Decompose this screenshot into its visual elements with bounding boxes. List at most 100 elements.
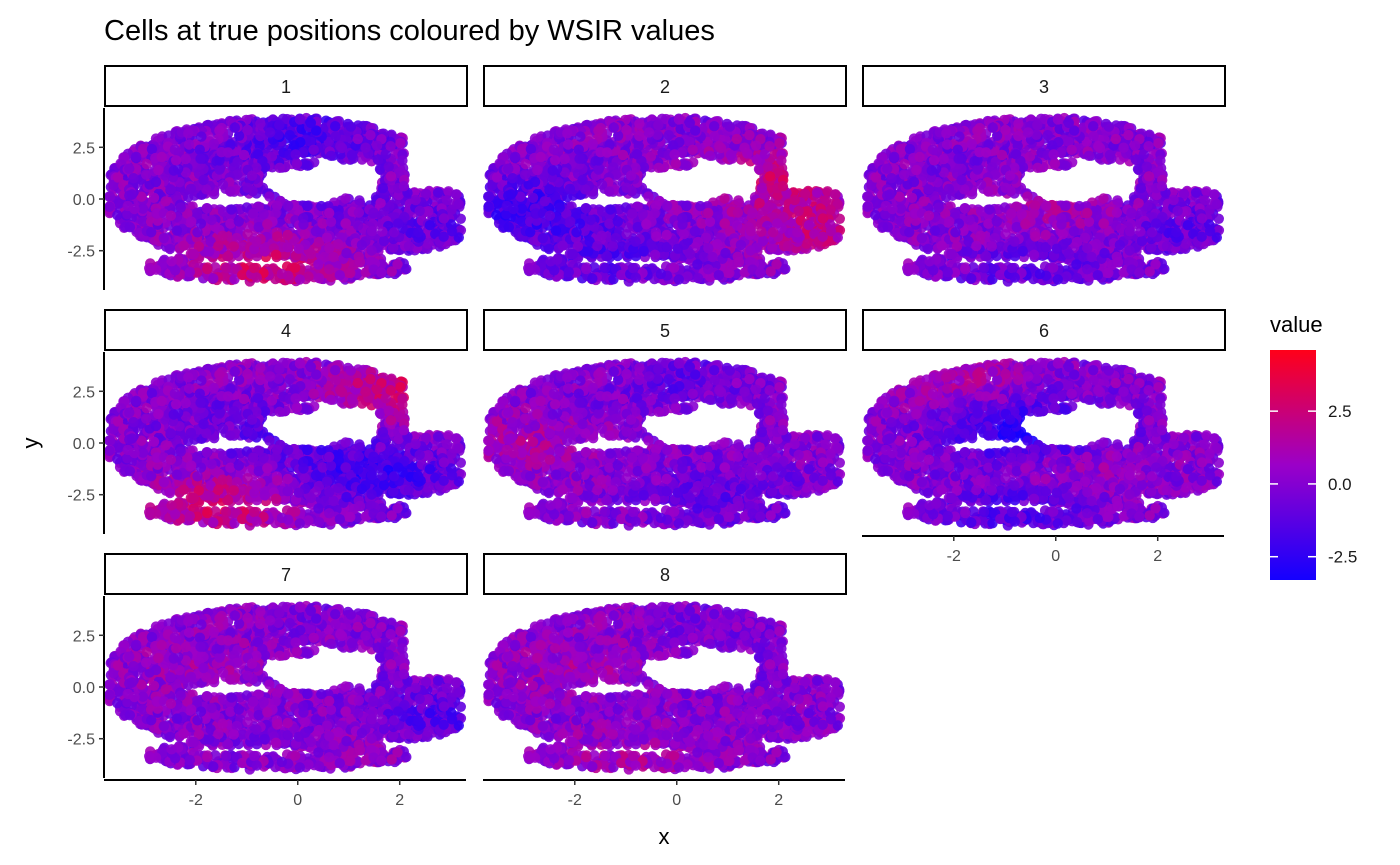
data-point [294, 114, 306, 125]
data-point [580, 203, 591, 214]
data-point [150, 176, 162, 188]
data-point [195, 153, 206, 164]
data-point [733, 195, 744, 206]
data-point [225, 186, 236, 197]
data-point [681, 200, 692, 212]
data-point [242, 229, 253, 240]
data-point [354, 256, 366, 268]
data-point [140, 169, 152, 180]
data-point [587, 273, 598, 284]
data-point [169, 144, 180, 155]
data-point [213, 240, 224, 252]
data-point [424, 220, 436, 231]
data-point [820, 195, 832, 206]
y-tick-label: 0.0 [73, 192, 95, 209]
data-point [282, 229, 293, 241]
data-point [153, 164, 164, 176]
data-point [544, 184, 555, 195]
data-point [397, 155, 408, 166]
data-point [302, 160, 313, 171]
data-point [438, 213, 450, 224]
data-point [183, 139, 195, 150]
facet-points [104, 112, 467, 287]
data-point [413, 227, 424, 238]
data-point [290, 262, 301, 273]
data-point [274, 119, 285, 131]
data-point [112, 210, 123, 221]
data-point [681, 160, 692, 171]
data-point [274, 162, 285, 173]
data-point [130, 151, 142, 162]
data-point [314, 273, 325, 284]
data-point [352, 220, 364, 231]
data-point [146, 227, 157, 238]
data-point [376, 267, 387, 278]
data-point [661, 229, 672, 241]
data-point [377, 226, 388, 237]
data-point [492, 198, 504, 209]
data-point [525, 227, 536, 238]
data-point [709, 131, 720, 142]
data-point [392, 259, 403, 270]
data-point [188, 248, 199, 260]
data-point [129, 203, 140, 215]
data-point [144, 263, 155, 274]
data-point [283, 200, 294, 211]
data-point [325, 216, 337, 227]
data-point [750, 140, 762, 151]
data-point [324, 243, 335, 254]
data-point [255, 118, 266, 129]
data-point [246, 170, 258, 181]
data-point [438, 231, 449, 242]
data-point [352, 133, 363, 145]
data-point [523, 263, 534, 274]
data-point [324, 264, 335, 275]
data-point [270, 249, 282, 260]
data-point [170, 155, 182, 166]
data-point [148, 192, 160, 203]
data-point [137, 143, 149, 155]
data-point [164, 243, 176, 255]
data-point [328, 251, 339, 263]
data-point [549, 265, 560, 276]
data-point [377, 183, 389, 194]
data-point [248, 262, 260, 274]
data-point [228, 241, 239, 252]
data-point [731, 220, 743, 231]
data-point [222, 251, 234, 262]
data-point [446, 204, 457, 215]
data-point [302, 200, 313, 212]
data-point [643, 191, 654, 202]
data-point [330, 131, 341, 142]
data-point [185, 183, 197, 195]
data-point [198, 174, 209, 186]
y-tick-label: -2.5 [67, 244, 95, 261]
facet-strip [104, 65, 468, 107]
data-point [170, 265, 181, 276]
data-point [772, 218, 783, 229]
data-point [214, 125, 225, 136]
data-point [330, 121, 341, 132]
data-point [156, 151, 167, 163]
data-point [324, 207, 335, 219]
data-point [627, 208, 638, 219]
data-point [305, 117, 317, 129]
data-point [757, 235, 769, 247]
data-point [393, 218, 404, 229]
data-point [378, 235, 390, 247]
data-point [398, 181, 410, 192]
data-point [385, 141, 396, 152]
data-point [204, 246, 215, 257]
data-point [298, 219, 309, 230]
data-point [753, 163, 765, 175]
data-point [201, 203, 212, 214]
data-point [308, 144, 319, 155]
y-tick-label: 2.5 [73, 140, 95, 157]
facet-panels: 1-2.50.02.52 34-2.50.02.55 6-2 0 27-2.50.02.… [67, 65, 1226, 809]
data-point [222, 147, 234, 158]
data-point [774, 138, 785, 149]
data-point [333, 239, 344, 250]
data-point [165, 210, 177, 221]
data-point [160, 196, 171, 207]
data-point [255, 130, 266, 142]
